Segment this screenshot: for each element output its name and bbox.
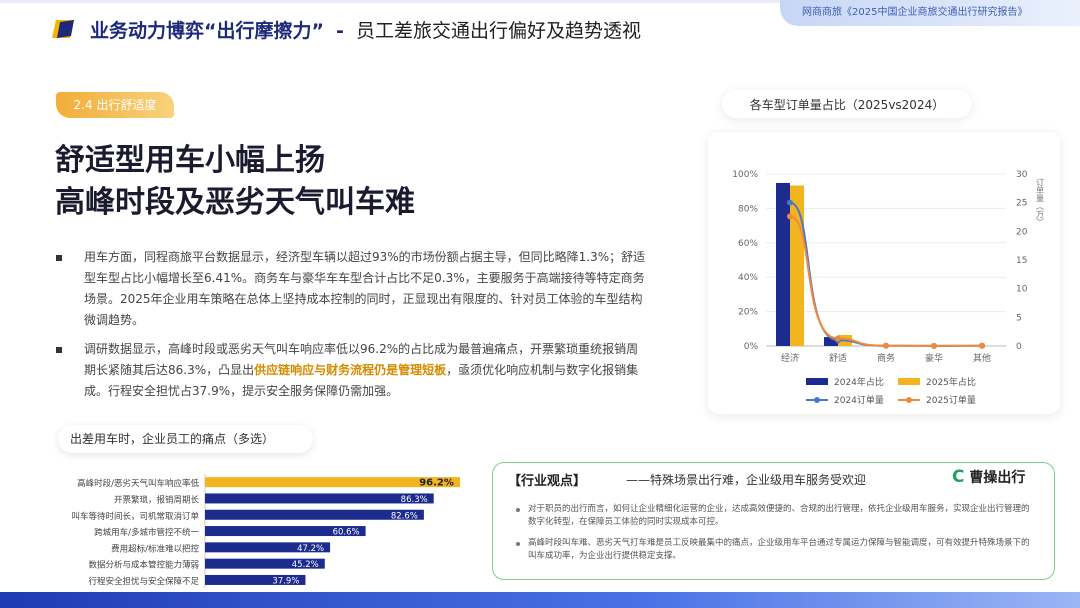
bar — [205, 509, 424, 520]
y-right-tick-label: 30 — [1016, 170, 1028, 180]
bullet-item: 调研数据显示，高峰时段或恶劣天气叫车响应率低以96.2%的占比成为最普遍痛点，开… — [52, 339, 648, 402]
category-label: 行程安全担忧与安全保障不足 — [88, 576, 199, 587]
line-2024 — [789, 201, 983, 347]
bullet-text: 用车方面，同程商旅平台数据显示，经济型车辆以超过93%的市场份额占据主导，但同比… — [84, 250, 646, 327]
bullet-text-end: ，亟须优化响应机制与数字化报销集成。行程安全担忧占37.9%，提示安全服务保障仍… — [84, 363, 639, 398]
legend-label: 2025订单量 — [926, 394, 976, 406]
category-label: 跨城用车/多城市管控不统一 — [94, 527, 199, 538]
y-left-tick-label: 0% — [744, 342, 759, 352]
legend-swatch — [898, 378, 920, 385]
brand-name-text: 曹操出行 — [969, 470, 1026, 486]
bar — [205, 477, 460, 488]
bar — [205, 526, 366, 537]
bar — [205, 493, 434, 504]
page-title: 业务动力博弈“出行摩擦力” - 员工差旅交通出行偏好及趋势透视 — [90, 16, 641, 43]
legend-label: 2025年占比 — [926, 376, 976, 388]
y-right-tick-label: 20 — [1016, 227, 1028, 237]
line-point — [835, 335, 841, 342]
brand-c-icon: C — [952, 467, 965, 487]
line-point — [931, 342, 937, 349]
y-right-tick-label: 10 — [1016, 285, 1028, 295]
top-line — [0, 0, 1080, 3]
data-label: 47.2% — [297, 544, 324, 554]
vehicle-share-chart-title: 各车型订单量占比（2025vs2024） — [749, 98, 945, 112]
bar — [205, 542, 331, 553]
bar — [205, 574, 306, 585]
legend-swatch — [806, 378, 828, 385]
brand-name: C 曹操出行 — [952, 467, 1025, 487]
x-tick-label: 舒适 — [829, 352, 847, 364]
industry-view-items: 对于职员的出行而言，如何让企业精细化运营的企业，达成高效便捷的、合规的出行管理，… — [514, 503, 1034, 571]
y-right-axis-label: 订单量（万） — [1036, 177, 1045, 226]
industry-view-card — [492, 462, 1055, 580]
bullet-list: 用车方面，同程商旅平台数据显示，经济型车辆以超过93%的市场份额占据主导，但同比… — [52, 247, 648, 410]
page-title-main: 业务动力博弈“出行摩擦力” — [90, 20, 324, 42]
legend-label: 2024订单量 — [834, 394, 884, 406]
industry-view-title: 【行业观点】 — [508, 474, 587, 489]
data-label: 82.6% — [391, 511, 418, 521]
bullet-item: 用车方面，同程商旅平台数据显示，经济型车辆以超过93%的市场份额占据主导，但同比… — [52, 247, 648, 331]
industry-view-subtitle: ——特殊场景出行难，企业级用车服务受欢迎 — [626, 473, 867, 487]
vehicle-share-chart-title-pill — [722, 90, 972, 118]
x-tick-label: 豪华 — [925, 352, 943, 364]
bullet-highlight: 供应链响应与财务流程仍是管理短板 — [254, 363, 447, 377]
x-tick-label: 经济 — [781, 352, 799, 364]
data-label: 45.2% — [292, 560, 319, 570]
y-right-tick-label: 25 — [1016, 199, 1027, 209]
legend-marker — [814, 397, 820, 403]
x-tick-label: 其他 — [973, 352, 991, 364]
bar-2024 — [824, 337, 838, 346]
vehicle-share-chart: 0% 20% 40% 60% 80% 100% 0 5 10 15 20 25 30 订单量（万） 经济 舒适… — [732, 170, 1045, 406]
industry-view-item-text: 高峰时段叫车难、恶劣天气打车难是员工反映最集中的痛点，企业级用车平台通过专属运力… — [528, 538, 1030, 561]
pain-points-chart: 高峰时段/恶劣天气叫车响应率低 96.2% 开票繁琐，报销周期长 86.3% 叫车等待时… — [71, 474, 460, 589]
category-label: 数据分析与成本管控能力薄弱 — [88, 560, 199, 571]
data-label: 86.3% — [401, 495, 428, 505]
y-right-tick-label: 15 — [1016, 256, 1027, 266]
category-label: 高峰时段/恶劣天气叫车响应率低 — [77, 478, 199, 489]
bar — [205, 558, 325, 569]
headline-line-2: 高峰时段及恶劣天气叫车难 — [55, 185, 415, 220]
headline: 舒适型用车小幅上扬 高峰时段及恶劣天气叫车难 — [55, 140, 415, 224]
category-label: 叫车等待时间长，司机常取消订单 — [71, 511, 199, 522]
y-right-tick-label: 0 — [1016, 342, 1022, 352]
data-label: 37.9% — [272, 576, 299, 586]
industry-view-item: 高峰时段叫车难、恶劣天气打车难是员工反映最集中的痛点，企业级用车平台通过专属运力… — [514, 537, 1034, 563]
legend-label: 2024年占比 — [834, 376, 884, 388]
y-left-tick-label: 60% — [738, 239, 758, 249]
y-left-tick-label: 80% — [738, 204, 758, 214]
y-right-tick-label: 5 — [1016, 313, 1022, 323]
bar-2024 — [776, 182, 790, 346]
legend-marker — [906, 397, 912, 403]
y-left-tick-label: 40% — [738, 273, 758, 283]
line-point — [787, 213, 793, 220]
data-label: 96.2% — [419, 478, 454, 489]
bullet-text: 调研数据显示，高峰时段或恶劣天气叫车响应率低以96.2%的占比成为最普遍痛点，开… — [84, 342, 639, 377]
bullet-marker — [56, 255, 62, 261]
page-title-sub: 员工差旅交通出行偏好及趋势透视 — [355, 20, 641, 42]
category-label: 费用超标/标准难以把控 — [111, 543, 199, 554]
y-left-tick-label: 20% — [738, 308, 758, 318]
source-tag: 网商商旅《2025中国企业商旅交通出行研究报告》 — [780, 0, 1080, 26]
bullet-marker — [56, 347, 62, 353]
pain-points-chart-title: 出差用车时，企业员工的痛点（多选） — [58, 425, 313, 453]
vehicle-share-chart-card — [708, 132, 1060, 414]
industry-view-item-text: 对于职员的出行而言，如何让企业精细化运营的企业，达成高效便捷的、合规的出行管理，… — [528, 504, 1030, 527]
industry-view-item: 对于职员的出行而言，如何让企业精细化运营的企业，达成高效便捷的、合规的出行管理，… — [514, 503, 1034, 529]
category-label: 开票繁琐，报销周期长 — [114, 494, 200, 505]
line-point — [979, 342, 985, 349]
bottom-bar — [0, 592, 1080, 608]
item-dot — [516, 542, 520, 546]
y-left-tick-label: 100% — [732, 170, 758, 180]
item-dot — [516, 508, 520, 512]
headline-line-1: 舒适型用车小幅上扬 — [55, 143, 325, 178]
line-point — [787, 199, 793, 206]
x-tick-label: 商务 — [877, 352, 895, 364]
line-2025 — [789, 215, 983, 347]
section-tag: 2.4 出行舒适度 — [56, 92, 174, 118]
data-label: 60.6% — [333, 528, 360, 538]
line-point — [883, 342, 889, 349]
page-title-separator: - — [336, 20, 344, 42]
brand-logo-icon — [52, 20, 74, 38]
